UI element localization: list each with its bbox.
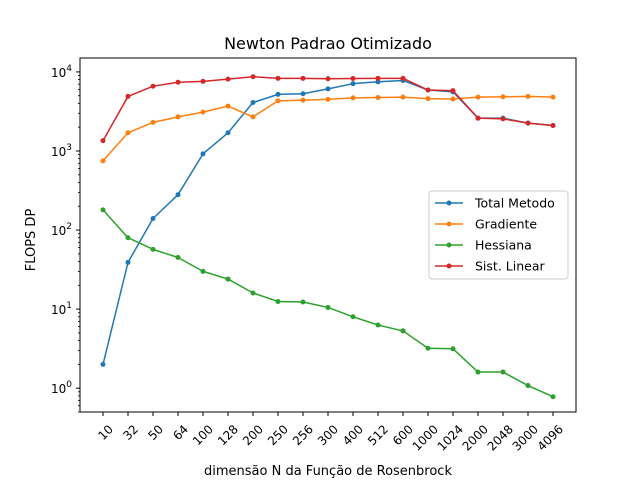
data-point <box>475 369 481 375</box>
data-point <box>550 394 556 400</box>
data-point <box>375 75 381 81</box>
y-tick-label: 103 <box>51 143 72 159</box>
data-point <box>175 79 181 85</box>
data-point <box>250 290 256 296</box>
y-tick-label: 100 <box>51 380 72 396</box>
data-point <box>150 216 156 222</box>
data-point <box>450 346 456 352</box>
legend-label: Gradiente <box>475 217 537 232</box>
data-point <box>275 75 281 81</box>
y-tick-label: 104 <box>51 64 72 80</box>
data-point <box>500 94 506 100</box>
legend-marker <box>446 242 452 248</box>
legend: Total Metodo Gradiente Hessiana Sist. Linea… <box>428 190 569 280</box>
data-point <box>325 96 331 102</box>
data-point <box>125 259 131 265</box>
legend-label: Sist. Linear <box>475 259 545 274</box>
data-point <box>250 100 256 106</box>
data-point <box>475 94 481 100</box>
data-point <box>325 86 331 92</box>
data-point <box>150 246 156 252</box>
data-point <box>200 78 206 84</box>
x-axis-label: dimensão N da Função de Rosenbrock <box>204 464 452 479</box>
data-point <box>225 130 231 136</box>
legend-box <box>428 190 569 280</box>
data-point <box>175 192 181 198</box>
data-point <box>450 96 456 102</box>
data-point <box>325 76 331 82</box>
data-point <box>200 151 206 157</box>
data-point <box>300 91 306 97</box>
data-point <box>350 95 356 101</box>
data-point <box>525 93 531 99</box>
data-point <box>400 94 406 100</box>
data-point <box>275 91 281 97</box>
data-point <box>125 235 131 241</box>
legend-marker <box>446 263 452 269</box>
data-point <box>300 75 306 81</box>
data-point <box>525 120 531 126</box>
data-point <box>200 268 206 274</box>
data-point <box>150 83 156 89</box>
data-point <box>350 314 356 320</box>
legend-label: Total Metodo <box>474 196 555 211</box>
data-point <box>100 207 106 213</box>
data-point <box>225 103 231 109</box>
data-point <box>250 114 256 120</box>
data-point <box>225 76 231 82</box>
data-point <box>400 328 406 334</box>
data-point <box>300 299 306 305</box>
data-point <box>425 96 431 102</box>
legend-marker <box>446 221 452 227</box>
data-point <box>425 345 431 351</box>
data-point <box>375 94 381 100</box>
data-point <box>125 130 131 136</box>
data-point <box>550 123 556 129</box>
data-point <box>500 369 506 375</box>
y-axis: 100 101 102 103 104 <box>51 64 80 413</box>
data-point <box>300 97 306 103</box>
data-point <box>425 87 431 93</box>
series-layer <box>100 74 556 400</box>
data-point <box>400 75 406 81</box>
data-point <box>125 93 131 99</box>
data-point <box>150 119 156 125</box>
data-point <box>475 115 481 121</box>
data-point <box>450 88 456 94</box>
data-point <box>375 79 381 85</box>
y-tick-label: 101 <box>51 301 72 317</box>
data-point <box>200 109 206 115</box>
y-tick-label: 102 <box>51 222 72 238</box>
data-point <box>175 114 181 120</box>
data-point <box>225 276 231 282</box>
data-point <box>350 81 356 87</box>
data-point <box>550 94 556 100</box>
legend-marker <box>446 200 452 206</box>
data-point <box>175 254 181 260</box>
data-point <box>100 138 106 144</box>
data-point <box>325 304 331 310</box>
data-point <box>350 76 356 82</box>
data-point <box>525 383 531 389</box>
data-point <box>275 98 281 104</box>
data-point <box>500 116 506 122</box>
data-point <box>275 298 281 304</box>
y-axis-label: FLOPS DP <box>24 209 39 272</box>
data-point <box>250 74 256 80</box>
data-point <box>100 158 106 164</box>
legend-label: Hessiana <box>475 238 532 253</box>
data-point <box>375 322 381 328</box>
chart-title: Newton Padrao Otimizado <box>224 34 432 53</box>
data-point <box>100 361 106 367</box>
